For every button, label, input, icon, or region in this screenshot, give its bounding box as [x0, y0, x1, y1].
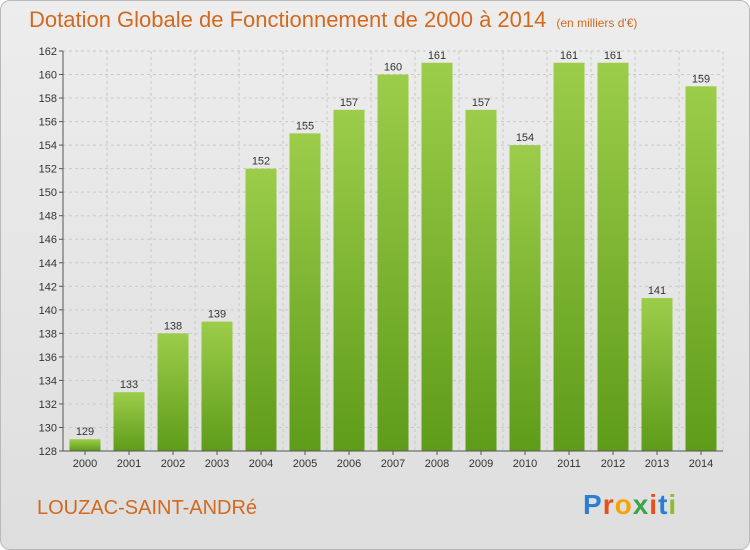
bars: 129 133 138 139 152 155 157 160 161 157 154 161 161 1…: [69, 50, 717, 451]
y-tick-label: 130: [39, 422, 57, 434]
bar-value-label: 139: [208, 309, 226, 321]
bar-2011: [553, 62, 585, 451]
y-tick-label: 158: [39, 93, 57, 105]
bar-2012: [597, 62, 629, 451]
y-tick-label: 136: [39, 352, 57, 364]
bar-value-label: 157: [472, 97, 490, 109]
bar-2000: [69, 439, 101, 451]
proxiti-logo: Proxiti: [583, 489, 677, 521]
bar-2013: [641, 298, 673, 451]
x-tick-label: 2011: [557, 458, 581, 470]
y-tick-label: 134: [39, 375, 57, 387]
logo-letter: o: [614, 489, 633, 520]
chart-subtitle: (en milliers d'€): [556, 16, 638, 30]
y-tick-label: 160: [39, 70, 57, 82]
y-tick-label: 140: [39, 305, 57, 317]
bar-2005: [289, 133, 321, 451]
bar-value-label: 161: [428, 50, 446, 62]
bar-2010: [509, 145, 541, 451]
logo-letter: r: [602, 489, 615, 520]
x-tick-label: 2013: [645, 458, 669, 470]
y-tick-label: 154: [39, 140, 57, 152]
bar-value-label: 160: [384, 62, 402, 74]
bar-2004: [245, 168, 277, 451]
logo-letter: i: [668, 489, 678, 520]
y-tick-label: 156: [39, 117, 57, 129]
y-tick-label: 146: [39, 234, 57, 246]
logo-letter: i: [649, 489, 659, 520]
y-tick-label: 152: [39, 164, 57, 176]
bar-2008: [421, 62, 453, 451]
bar-2009: [465, 109, 497, 451]
x-tick-label: 2006: [337, 458, 361, 470]
bar-value-label: 152: [252, 156, 270, 168]
bar-2006: [333, 109, 365, 451]
bar-value-label: 129: [76, 426, 94, 438]
y-tick-label: 162: [39, 46, 57, 58]
x-tick-label: 2012: [601, 458, 625, 470]
bar-value-label: 138: [164, 320, 182, 332]
y-tick-label: 144: [39, 258, 57, 270]
bar-2001: [113, 392, 145, 451]
bar-value-label: 155: [296, 120, 314, 132]
x-tick-label: 2005: [293, 458, 317, 470]
x-tick-label: 2007: [381, 458, 405, 470]
x-tick-label: 2002: [161, 458, 185, 470]
bar-value-label: 141: [648, 285, 666, 297]
bar-value-label: 161: [604, 50, 622, 62]
x-tick-label: 2004: [249, 458, 273, 470]
bar-2003: [201, 321, 233, 451]
x-tick-label: 2008: [425, 458, 449, 470]
x-tick-label: 2003: [205, 458, 229, 470]
logo-letter: x: [632, 489, 650, 520]
axes: 1281301321341361381401421441461481501521…: [39, 46, 723, 470]
y-tick-label: 128: [39, 446, 57, 458]
bar-value-label: 157: [340, 97, 358, 109]
x-tick-label: 2014: [689, 458, 713, 470]
bar-value-label: 159: [692, 73, 710, 85]
bar-2014: [685, 86, 717, 451]
chart-title: Dotation Globale de Fonctionnement de 20…: [29, 7, 638, 32]
y-tick-label: 148: [39, 211, 57, 223]
y-tick-label: 150: [39, 187, 57, 199]
x-tick-label: 2010: [513, 458, 537, 470]
logo-letter: t: [658, 489, 669, 520]
y-tick-label: 138: [39, 328, 57, 340]
bar-value-label: 133: [120, 379, 138, 391]
bar-value-label: 161: [560, 50, 578, 62]
bar-2002: [157, 333, 189, 451]
x-tick-label: 2000: [73, 458, 97, 470]
logo-letter: P: [583, 489, 603, 520]
y-tick-label: 132: [39, 399, 57, 411]
commune-name: LOUZAC-SAINT-ANDRé: [37, 497, 258, 519]
x-tick-label: 2009: [469, 458, 493, 470]
bar-value-label: 154: [516, 132, 534, 144]
x-tick-label: 2001: [117, 458, 141, 470]
y-tick-label: 142: [39, 281, 57, 293]
bar-2007: [377, 74, 409, 451]
